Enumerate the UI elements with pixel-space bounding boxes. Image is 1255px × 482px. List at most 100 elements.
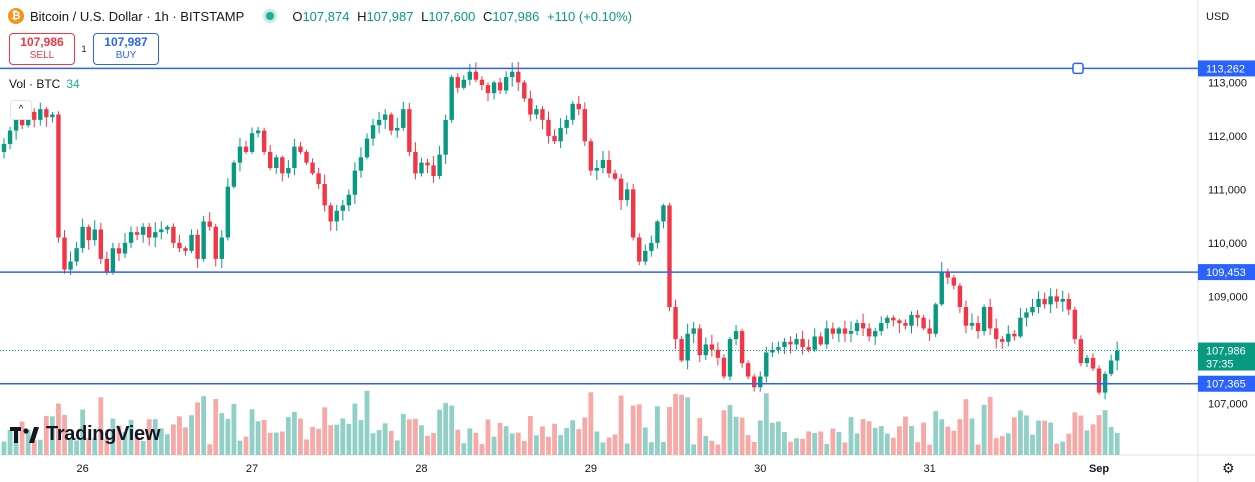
candle [13,119,19,131]
candle [304,151,309,163]
volume-bar [969,418,975,455]
volume-bar [733,416,739,455]
candle [56,114,61,238]
horizontal-line-label: 109,453 [1206,267,1246,279]
volume-bar [1030,434,1035,455]
volume-bar [164,434,170,455]
collapse-legend-button[interactable]: ^ [10,100,32,120]
candle [92,229,97,241]
volume-bar [1054,443,1060,455]
volume-bar [37,439,43,455]
volume-bar [558,434,563,455]
horizontal-line-label-bg [1198,375,1255,392]
candle [86,226,91,241]
volume-bar [146,419,152,455]
horizontal-line-label-bg [1198,60,1255,77]
candle [618,178,624,201]
bitcoin-icon: ₿ [8,8,24,24]
candle [782,341,787,348]
volume-bar [824,444,830,455]
candle [32,111,37,120]
y-tick-label: 107,000 [1208,398,1248,410]
candle [921,317,926,329]
candle [576,103,581,110]
volume-bar [243,436,249,455]
volume-bar [933,411,939,455]
x-tick-label: Sep [1089,463,1109,475]
volume-bar [540,426,545,455]
candle [1024,312,1029,318]
candle [933,304,938,334]
volume-bar [485,419,491,455]
volume-bar [836,432,842,455]
volume-bar [413,418,418,455]
candle [903,323,908,326]
volume-bar [515,432,521,455]
volume-bar [74,440,79,455]
volume-bar [842,442,848,455]
candle [407,109,412,152]
candle [189,234,194,251]
volume-bar [219,413,225,455]
candle [316,173,321,185]
volume-bar [848,417,854,455]
candle [957,285,963,308]
volume-value: 34 [66,77,80,91]
symbol-legend: ₿ Bitcoin / U.S. Dollar · 1h · BITSTAMP … [8,8,632,24]
candle [1072,309,1078,340]
volume-bar [1108,426,1114,455]
candle [703,344,708,356]
volume-bar [237,440,243,455]
volume-bar [255,421,261,455]
volume-bar [370,433,376,455]
currency-selector[interactable]: USD [1206,11,1230,23]
volume-bar [769,422,775,455]
candle [201,221,206,259]
sell-button[interactable]: 107,986 SELL [9,33,75,65]
x-tick-label: 27 [246,463,258,475]
candle [364,138,370,158]
symbol-title[interactable]: Bitcoin / U.S. Dollar · 1h · BITSTAMP [30,8,245,24]
volume-bar [691,444,697,455]
candle [213,226,218,259]
candle [207,221,212,227]
candle [1042,298,1047,305]
volume-bar [455,429,461,455]
horizontal-line-label: 113,262 [1206,63,1245,75]
candle [274,157,279,168]
volume-bar [213,399,219,455]
volume-bar [981,404,987,455]
buy-button[interactable]: 107,987 BUY [93,33,159,65]
volume-bar [110,418,116,455]
volume-bar [62,414,67,455]
candle [643,250,648,262]
candle [413,151,418,174]
candle [116,248,122,254]
volume-bar [757,420,763,455]
candle [243,146,249,152]
candle [516,71,521,83]
volume-bar [104,438,110,455]
volume-bar [909,425,914,455]
volume-bar [636,404,642,455]
volume-bar [655,406,660,455]
candle [225,186,231,238]
volume-bar [122,431,128,455]
volume-bar [177,416,182,455]
tradingview-logo[interactable]: TradingView [10,423,160,446]
volume-bar [279,431,285,455]
volume-bar [564,427,570,455]
settings-icon[interactable]: ⚙ [1222,460,1235,476]
volume-bar [745,435,751,455]
candle [606,159,612,174]
candle [134,232,140,235]
candle [848,331,854,334]
candle [764,352,769,377]
candle [261,130,267,152]
candle [987,307,993,329]
volume-bar [776,421,781,455]
volume-bar [1114,432,1120,455]
candle [842,328,848,334]
ohlc-values: O107,874 H107,987 L107,600 C107,986 +110… [292,8,632,24]
